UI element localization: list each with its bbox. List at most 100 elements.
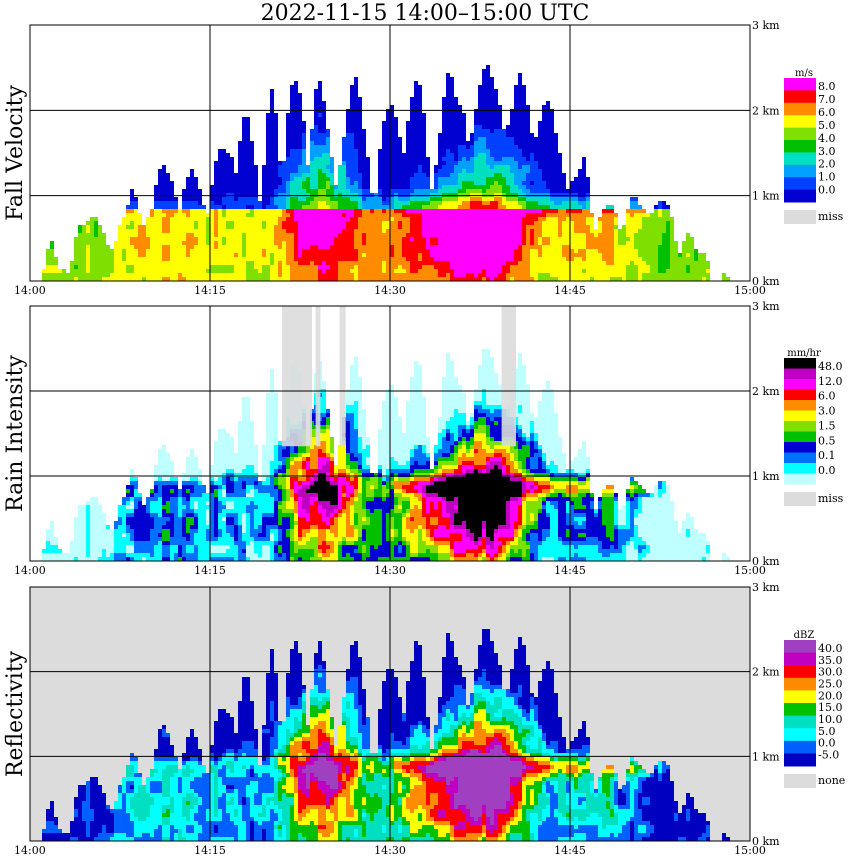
heatmap-cell xyxy=(522,153,526,157)
heatmap-cell xyxy=(526,117,530,121)
heatmap-cell xyxy=(482,161,486,165)
heatmap-cell xyxy=(578,189,582,193)
heatmap-cell xyxy=(522,233,526,237)
heatmap-cell xyxy=(94,553,98,557)
heatmap-cell xyxy=(382,193,386,197)
heatmap-cell xyxy=(494,201,498,205)
heatmap-cell xyxy=(598,265,602,269)
heatmap-cell xyxy=(326,177,330,181)
heatmap-cell xyxy=(554,137,558,141)
heatmap-cell xyxy=(686,265,690,269)
heatmap-cell xyxy=(374,229,378,233)
heatmap-cell xyxy=(574,205,578,209)
heatmap-cell xyxy=(162,181,166,185)
heatmap-cell xyxy=(538,205,542,209)
heatmap-cell xyxy=(222,237,226,241)
heatmap-cell xyxy=(394,213,398,217)
heatmap-cell xyxy=(574,177,578,181)
heatmap-cell xyxy=(186,181,190,185)
heatmap-cell xyxy=(302,225,306,229)
heatmap-cell xyxy=(294,141,298,145)
heatmap-cell xyxy=(242,157,246,161)
heatmap-cell xyxy=(530,169,534,173)
heatmap-cell xyxy=(258,237,262,241)
heatmap-cell xyxy=(310,229,314,233)
heatmap-cell xyxy=(262,213,266,217)
heatmap-cell xyxy=(142,233,146,237)
heatmap-cell xyxy=(562,245,566,249)
heatmap-cell xyxy=(354,197,358,201)
heatmap-cell xyxy=(442,229,446,233)
heatmap-cell xyxy=(334,229,338,233)
heatmap-cell xyxy=(430,197,434,201)
heatmap-cell xyxy=(570,237,574,241)
heatmap-cell xyxy=(330,173,334,177)
heatmap-cell xyxy=(378,193,382,197)
heatmap-cell xyxy=(362,197,366,201)
heatmap-cell xyxy=(394,229,398,233)
heatmap-cell xyxy=(554,277,558,281)
heatmap-cell xyxy=(546,277,550,281)
heatmap-cell xyxy=(362,249,366,253)
heatmap-cell xyxy=(450,213,454,217)
heatmap-cell xyxy=(350,233,354,237)
heatmap-cell xyxy=(542,133,546,137)
heatmap-cell xyxy=(114,265,118,269)
heatmap-cell xyxy=(450,189,454,193)
heatmap-cell xyxy=(374,261,378,265)
heatmap-cell xyxy=(214,189,218,193)
heatmap-cell xyxy=(318,225,322,229)
heatmap-cell xyxy=(142,237,146,241)
heatmap-cell xyxy=(478,161,482,165)
heatmap-cell xyxy=(238,229,242,233)
heatmap-cell xyxy=(486,121,490,125)
heatmap-cell xyxy=(394,193,398,197)
heatmap-cell xyxy=(338,181,342,185)
heatmap-cell xyxy=(658,225,662,229)
heatmap-cell xyxy=(418,153,422,157)
heatmap-cell xyxy=(570,257,574,261)
heatmap-cell xyxy=(250,161,254,165)
heatmap-cell xyxy=(402,173,406,177)
heatmap-cell xyxy=(254,213,258,217)
x-tick-label: 14:45 xyxy=(554,284,586,297)
heatmap-cell xyxy=(94,537,98,541)
heatmap-cell xyxy=(158,245,162,249)
heatmap-cell xyxy=(370,277,374,281)
heatmap-cell xyxy=(294,165,298,169)
heatmap-cell xyxy=(614,257,618,261)
heatmap-cell xyxy=(222,149,226,153)
heatmap-cell xyxy=(222,205,226,209)
heatmap-cell xyxy=(622,241,626,245)
heatmap-cell xyxy=(646,241,650,245)
heatmap-cell xyxy=(482,209,486,213)
heatmap-cell xyxy=(450,185,454,189)
heatmap-cell xyxy=(310,145,314,149)
heatmap-cell xyxy=(478,233,482,237)
heatmap-cell xyxy=(494,93,498,97)
heatmap-cell xyxy=(574,253,578,257)
heatmap-cell xyxy=(294,161,298,165)
heatmap-cell xyxy=(454,245,458,249)
heatmap-cell xyxy=(330,165,334,169)
heatmap-cell xyxy=(590,229,594,233)
heatmap-cell xyxy=(650,225,654,229)
heatmap-cell xyxy=(134,269,138,273)
heatmap-cell xyxy=(506,137,510,141)
heatmap-cell xyxy=(434,257,438,261)
heatmap-cell xyxy=(198,193,202,197)
heatmap-cell xyxy=(106,557,110,561)
heatmap-cell xyxy=(522,261,526,265)
heatmap-cell xyxy=(586,237,590,241)
heatmap-cell xyxy=(358,165,362,169)
heatmap-cell xyxy=(234,225,238,229)
heatmap-cell xyxy=(506,205,510,209)
heatmap-cell xyxy=(230,205,234,209)
heatmap-cell xyxy=(626,277,630,281)
heatmap-cell xyxy=(218,181,222,185)
heatmap-cell xyxy=(458,173,462,177)
heatmap-cell xyxy=(174,261,178,265)
heatmap-cell xyxy=(90,525,94,529)
heatmap-cell xyxy=(374,205,378,209)
heatmap-cell xyxy=(466,265,470,269)
